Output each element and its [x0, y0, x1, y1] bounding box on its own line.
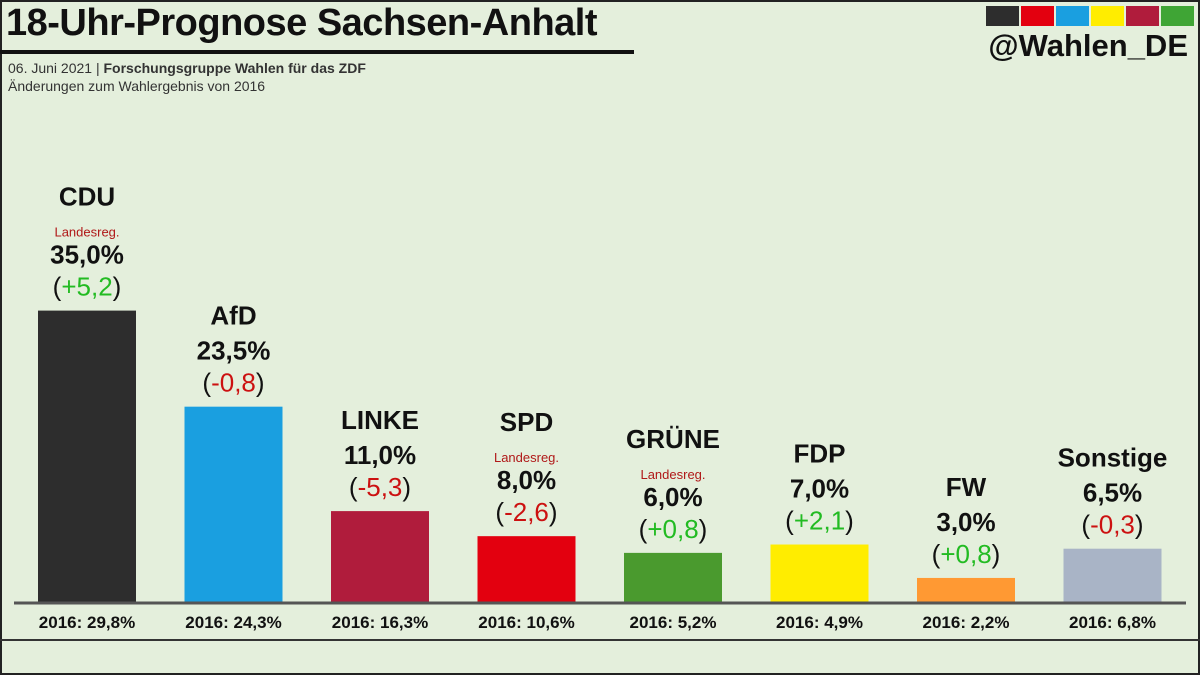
title-underline: [0, 50, 634, 54]
value-label: 6,5%: [1083, 478, 1142, 508]
change-label: (+0,8): [639, 514, 708, 544]
change-label: (+0,8): [932, 539, 1001, 569]
value-label: 3,0%: [936, 507, 995, 537]
previous-result-label: 2016: 4,9%: [776, 613, 863, 632]
previous-result-label: 2016: 5,2%: [630, 613, 717, 632]
party-name: GRÜNE: [626, 424, 720, 454]
account-handle: @Wahlen_DE: [988, 28, 1188, 63]
change-label: (-5,3): [349, 472, 411, 502]
party-name: FDP: [794, 439, 846, 469]
palette-swatch: [1091, 6, 1124, 26]
party-name: FW: [946, 472, 987, 502]
change-label: (-0,8): [202, 368, 264, 398]
previous-result-label: 2016: 24,3%: [185, 613, 281, 632]
bar-cdu: [38, 310, 136, 603]
party-name: CDU: [59, 182, 115, 212]
palette-swatch: [986, 6, 1019, 26]
previous-result-label: 2016: 29,8%: [39, 613, 135, 632]
party-name: LINKE: [341, 405, 419, 435]
previous-result-label: 2016: 10,6%: [478, 613, 574, 632]
bar-linke: [331, 511, 429, 603]
source-separator: |: [95, 60, 100, 76]
value-label: 35,0%: [50, 240, 124, 270]
government-tag: Landesreg.: [54, 225, 119, 240]
palette-swatch: [1021, 6, 1054, 26]
previous-result-label: 2016: 2,2%: [923, 613, 1010, 632]
bar-grüne: [624, 552, 722, 603]
bar-sonstige: [1063, 548, 1162, 603]
value-label: 6,0%: [643, 482, 702, 512]
subtitle-source-line: 06. Juni 2021 | Forschungsgruppe Wahlen …: [8, 60, 366, 76]
palette-swatch: [1161, 6, 1194, 26]
bar-spd: [477, 536, 576, 603]
subtitle-note: Änderungen zum Wahlergebnis von 2016: [8, 78, 266, 94]
party-name: AfD: [210, 301, 256, 331]
value-label: 23,5%: [197, 336, 271, 366]
value-label: 11,0%: [344, 440, 416, 470]
party-name: SPD: [500, 407, 553, 437]
palette-swatch: [1126, 6, 1159, 26]
forecast-date: 06. Juni 2021: [8, 60, 93, 76]
value-label: 8,0%: [497, 465, 556, 495]
palette-swatch: [1056, 6, 1089, 26]
bar-fdp: [770, 544, 869, 603]
chart-title: 18-Uhr-Prognose Sachsen-Anhalt: [6, 2, 598, 44]
previous-result-label: 2016: 6,8%: [1069, 613, 1156, 632]
change-label: (-2,6): [495, 497, 557, 527]
previous-result-label: 2016: 16,3%: [332, 613, 428, 632]
forecast-source: Forschungsgruppe Wahlen für das ZDF: [103, 60, 366, 76]
change-label: (+5,2): [53, 272, 122, 302]
change-label: (-0,3): [1081, 510, 1143, 540]
party-name: Sonstige: [1058, 443, 1168, 473]
government-tag: Landesreg.: [640, 467, 705, 482]
bar-fw: [917, 577, 1015, 603]
bar-afd: [184, 406, 283, 603]
party-color-palette: [986, 6, 1194, 26]
government-tag: Landesreg.: [494, 450, 559, 465]
change-label: (+2,1): [785, 506, 854, 536]
value-label: 7,0%: [790, 474, 849, 504]
